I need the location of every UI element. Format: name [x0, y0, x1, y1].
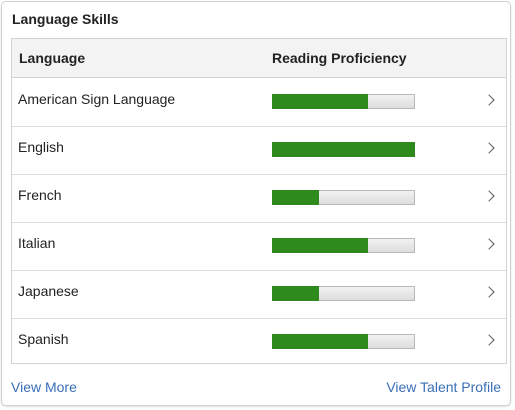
- chevron-right-icon[interactable]: [483, 334, 495, 346]
- language-skills-card: Language Skills Language Reading Profici…: [1, 1, 511, 406]
- language-name: English: [18, 139, 64, 155]
- table-row[interactable]: Japanese: [12, 270, 506, 319]
- table-row[interactable]: French: [12, 174, 506, 223]
- proficiency-bar-fill: [272, 286, 319, 301]
- table-row[interactable]: American Sign Language: [12, 78, 506, 127]
- proficiency-bar: [272, 94, 415, 109]
- language-name: American Sign Language: [18, 91, 176, 107]
- column-header-reading-proficiency: Reading Proficiency: [272, 50, 407, 66]
- chevron-right-icon[interactable]: [483, 286, 495, 298]
- language-table: Language Reading Proficiency American Si…: [11, 38, 507, 364]
- view-talent-profile-link[interactable]: View Talent Profile: [386, 379, 501, 395]
- card-title: Language Skills: [12, 11, 119, 27]
- table-header: Language Reading Proficiency: [12, 39, 506, 78]
- language-name: Italian: [18, 235, 56, 251]
- chevron-right-icon[interactable]: [483, 94, 495, 106]
- language-name: Japanese: [18, 283, 79, 299]
- table-row[interactable]: Spanish: [12, 318, 506, 366]
- proficiency-bar: [272, 286, 415, 301]
- proficiency-bar: [272, 142, 415, 157]
- proficiency-bar: [272, 334, 415, 349]
- proficiency-bar: [272, 190, 415, 205]
- chevron-right-icon[interactable]: [483, 190, 495, 202]
- proficiency-bar-fill: [272, 142, 415, 157]
- chevron-right-icon[interactable]: [483, 238, 495, 250]
- proficiency-bar-fill: [272, 334, 368, 349]
- proficiency-bar-fill: [272, 238, 368, 253]
- language-name: French: [18, 187, 62, 203]
- proficiency-bar-fill: [272, 94, 368, 109]
- table-row[interactable]: Italian: [12, 222, 506, 271]
- chevron-right-icon[interactable]: [483, 142, 495, 154]
- column-header-language: Language: [19, 50, 86, 66]
- proficiency-bar: [272, 238, 415, 253]
- language-name: Spanish: [18, 331, 69, 347]
- view-more-link[interactable]: View More: [11, 379, 77, 395]
- table-row[interactable]: English: [12, 126, 506, 175]
- proficiency-bar-fill: [272, 190, 319, 205]
